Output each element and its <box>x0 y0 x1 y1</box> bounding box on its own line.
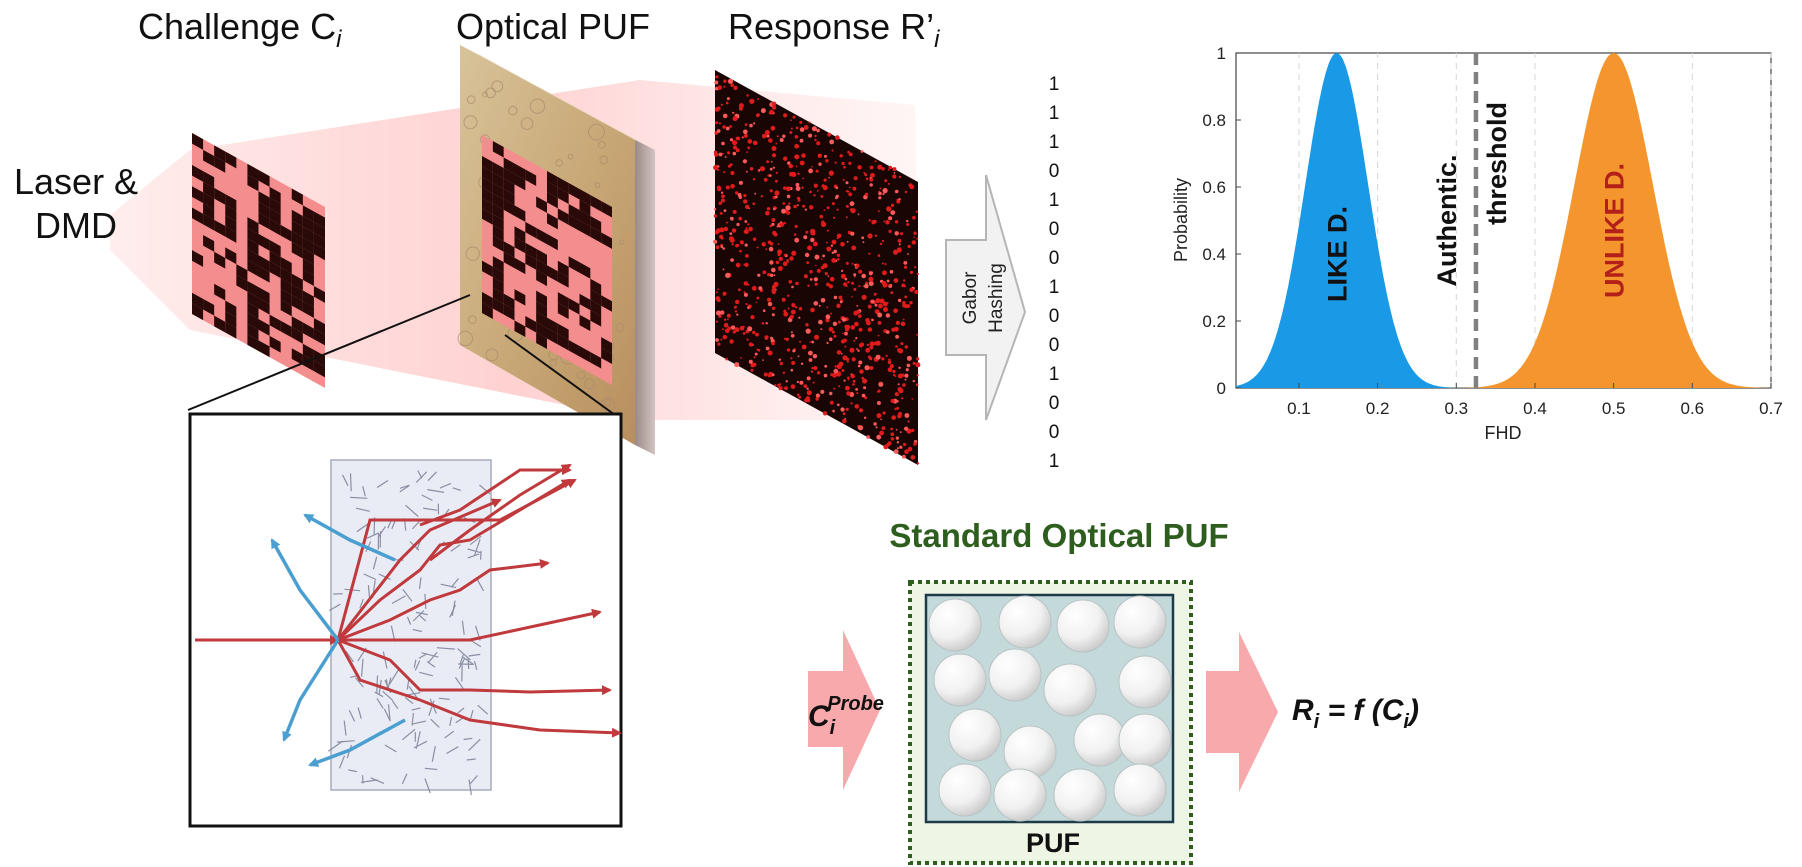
standard-puf-title: Standard Optical PUF <box>889 517 1228 554</box>
scatter-particle <box>1053 768 1107 822</box>
x-tick-label: 0.5 <box>1602 399 1626 418</box>
scatter-particle <box>1056 599 1110 653</box>
hash-bit: 1 <box>1048 451 1060 472</box>
challenge-label: Challenge Ci <box>138 6 342 54</box>
response-label: Response R’i <box>728 6 940 54</box>
input-arrow <box>808 630 880 790</box>
scattered-ray <box>338 608 602 642</box>
hashing-label-2: Hashing <box>986 263 1007 333</box>
scatter-particle <box>928 598 982 652</box>
scatter-particle <box>1073 713 1127 767</box>
hash-bit-column: 1 1 1 0 1 0 0 1 0 0 1 0 0 1 <box>1044 70 1064 476</box>
fhd-chart: 0.1 0.2 0.3 0.4 0.5 0.6 0.7 0 0.2 0.4 0.6 0.8 1 Prob… <box>1171 44 1783 443</box>
scattered-ray <box>337 638 612 696</box>
scatter-particle <box>998 595 1052 649</box>
reflected-ray <box>308 718 406 767</box>
hash-bit: 1 <box>1048 364 1060 385</box>
zoom-line <box>504 334 616 416</box>
scattered-ray <box>419 465 572 527</box>
y-tick-label: 0 <box>1217 379 1226 398</box>
scatter-particle <box>993 768 1047 822</box>
hash-bit: 1 <box>1048 74 1060 95</box>
y-tick-label: 0.8 <box>1202 111 1226 130</box>
x-tick-label: 0.4 <box>1523 399 1547 418</box>
hash-bit: 0 <box>1048 422 1060 443</box>
hash-bit: 1 <box>1048 132 1060 153</box>
scatter-particle <box>1118 713 1172 767</box>
scatter-particle <box>1043 663 1097 717</box>
scattered-ray <box>336 498 502 641</box>
hashing-label-1: Gabor <box>960 271 981 324</box>
reflected-ray <box>303 513 396 562</box>
challenge-pattern <box>192 133 325 388</box>
y-tick-label: 0.2 <box>1202 312 1226 331</box>
x-tick-label: 0.7 <box>1759 399 1783 418</box>
hash-bit: 1 <box>1048 190 1060 211</box>
scatter-particle <box>1118 655 1172 709</box>
distribution-area-0 <box>1236 53 1771 388</box>
y-tick-label: 0.4 <box>1202 245 1226 264</box>
scattered-ray <box>429 463 572 562</box>
hash-bit: 1 <box>1048 103 1060 124</box>
x-axis-label: FHD <box>1485 423 1522 443</box>
hash-bit: 0 <box>1048 335 1060 356</box>
puf-box-label: PUF <box>1026 828 1080 858</box>
output-arrow <box>1206 632 1278 792</box>
optical-puf-slab <box>457 45 655 455</box>
input-label: CiProbe <box>808 693 884 739</box>
x-tick-label: 0.3 <box>1444 399 1468 418</box>
hash-bit: 1 <box>1048 277 1060 298</box>
scatter-particle <box>938 763 992 817</box>
scattered-ray <box>336 478 577 641</box>
scatter-particle <box>933 653 987 707</box>
reflected-ray <box>270 538 340 642</box>
hash-bit: 0 <box>1048 306 1060 327</box>
hash-bit: 0 <box>1048 393 1060 414</box>
y-tick-label: 1 <box>1217 44 1226 63</box>
distribution-area-1 <box>1236 53 1771 388</box>
laser-dmd-label: Laser & DMD <box>14 161 139 246</box>
hash-bit: 0 <box>1048 219 1060 240</box>
threshold-label-1: Authentic. <box>1432 155 1462 287</box>
scatter-particle <box>988 648 1042 702</box>
scatter-particle <box>1113 763 1167 817</box>
optical-puf-label: Optical PUF <box>456 6 651 47</box>
scatter-particle <box>948 708 1002 762</box>
x-tick-label: 0.6 <box>1681 399 1705 418</box>
scattered-ray <box>337 558 550 642</box>
y-axis-label: Probability <box>1171 178 1191 262</box>
output-label: Ri = f (Ci) <box>1292 694 1419 733</box>
hash-bit: 0 <box>1048 248 1060 269</box>
response-speckle <box>713 70 921 465</box>
y-tick-label: 0.6 <box>1202 178 1226 197</box>
scattered-ray <box>336 639 622 738</box>
scattering-inset <box>188 412 623 828</box>
zoom-line <box>187 294 471 411</box>
reflected-ray <box>282 639 340 742</box>
series-label-like: LIKE D. <box>1323 206 1353 302</box>
hash-bit: 0 <box>1048 161 1060 182</box>
scatter-particle <box>1113 595 1167 649</box>
series-label-unlike: UNLIKE D. <box>1600 163 1630 298</box>
x-tick-label: 0.1 <box>1287 399 1311 418</box>
gabor-hashing-arrow: Gabor Hashing <box>945 174 1027 421</box>
standard-puf: Standard Optical PUF PUF CiProbe Ri = f … <box>808 517 1419 865</box>
threshold-label-2: threshold <box>1482 102 1512 225</box>
x-tick-label: 0.2 <box>1366 399 1390 418</box>
